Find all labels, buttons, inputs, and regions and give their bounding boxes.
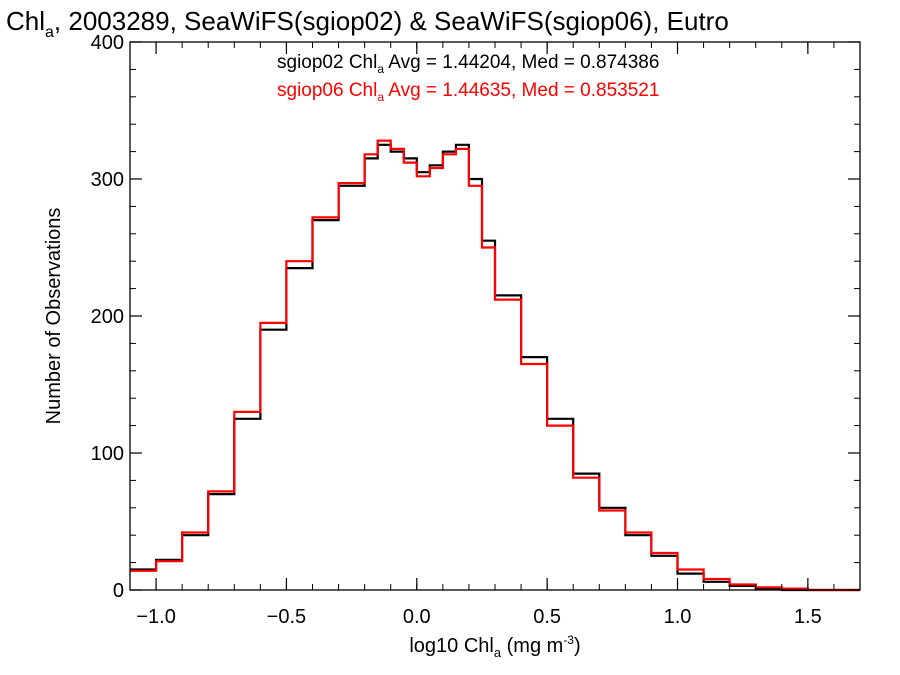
y-axis-label: Number of Observations <box>43 208 65 425</box>
chart-title: Chla, 2003289, SeaWiFS(sgiop02) & SeaWiF… <box>6 6 729 41</box>
legend-entry-sgiop06: sgiop06 Chla Avg = 1.44635, Med = 0.8535… <box>277 80 659 104</box>
x-tick-label: 0.5 <box>533 606 561 628</box>
y-tick-label: 300 <box>91 169 124 191</box>
y-tick-label: 400 <box>91 32 124 54</box>
x-tick-label: −1.0 <box>136 606 175 628</box>
x-tick-label: 1.5 <box>794 606 822 628</box>
x-tick-label: 1.0 <box>664 606 692 628</box>
y-tick-label: 0 <box>113 580 124 602</box>
x-axis-label: log10 Chla (mg m-3) <box>409 633 580 660</box>
series-line-sgiop06 <box>130 139 860 592</box>
legend-entry-sgiop02: sgiop02 Chla Avg = 1.44204, Med = 0.8743… <box>277 52 659 76</box>
y-tick-label: 200 <box>91 306 124 328</box>
x-tick-label: 0.0 <box>403 606 431 628</box>
x-tick-label: −0.5 <box>267 606 306 628</box>
y-tick-label: 100 <box>91 443 124 465</box>
